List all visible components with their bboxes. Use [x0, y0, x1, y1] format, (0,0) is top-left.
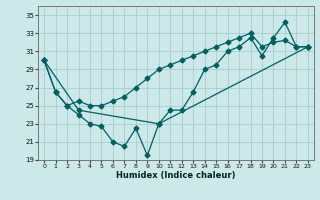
X-axis label: Humidex (Indice chaleur): Humidex (Indice chaleur) [116, 171, 236, 180]
